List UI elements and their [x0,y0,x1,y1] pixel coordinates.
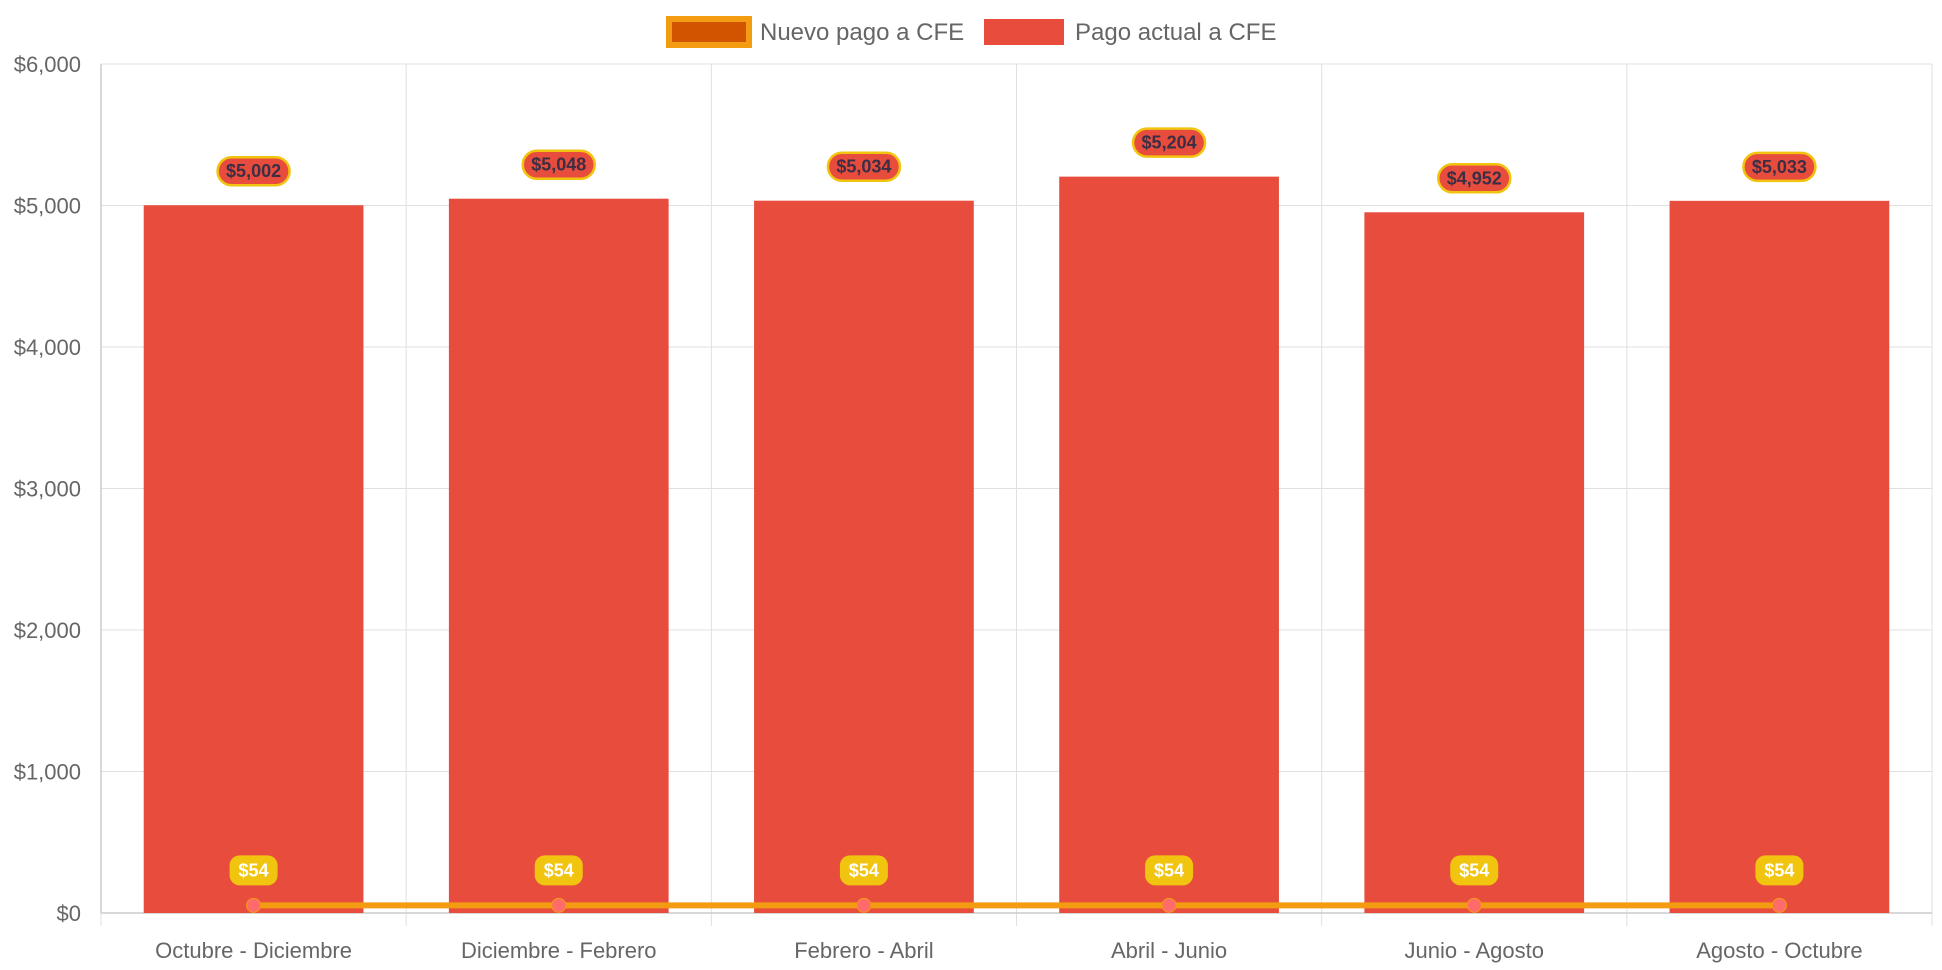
bar-label-badge [1437,163,1512,194]
bar-value-label: $5,048 [531,155,586,175]
bar [1364,212,1585,914]
x-tick-label: Octubre - Diciembre [155,938,352,963]
line-value-label: $54 [1154,860,1184,880]
bar [1669,200,1890,913]
line-value-label: $54 [544,860,574,880]
y-axis: $0 $1,000 $2,000 $3,000 $4,000 $5,000 $6,000 [14,52,81,926]
legend-label-bar: Pago actual a CFE [1075,19,1276,46]
line-point [551,897,567,913]
data-labels: $5,002 $5,048 $5,034 $5,204 $4,952 $5,033 $54 $… [216,127,1817,886]
bar-value-label: $5,002 [226,161,281,181]
y-tick-label: $6,000 [14,52,81,77]
x-axis: Octubre - Diciembre Diciembre - Febrero Fe… [155,938,1862,963]
bar-label-badge [521,149,596,180]
bars [143,176,1890,914]
line-series [246,897,1787,913]
line-label-badge [534,855,583,886]
legend-label-line: Nuevo pago a CFE [760,19,964,46]
bar-label-badge [1742,151,1817,183]
bar-label-badge [216,155,291,187]
y-tick-label: $5,000 [14,194,81,219]
legend-swatch-bar [984,19,1064,45]
legend-item-nuevo-pago[interactable]: Nuevo pago a CFE [666,16,964,48]
y-tick-label: $4,000 [14,335,81,360]
line-point [1161,897,1177,913]
line-label-badge [229,855,278,886]
line-point [1466,897,1482,913]
y-tick-label: $3,000 [14,477,81,502]
legend-swatch-line [666,16,752,48]
bar-value-label: $4,952 [1447,168,1502,188]
bar [448,198,669,913]
line-value-label: $54 [1459,860,1489,880]
x-tick-label: Abril - Junio [1111,938,1227,963]
y-tick-label: $1,000 [14,760,81,785]
y-tick-label: $2,000 [14,618,81,643]
bar-value-label: $5,033 [1752,157,1807,177]
x-tick-label: Agosto - Octubre [1696,938,1862,963]
line-point [856,897,872,913]
line-point [246,897,262,913]
y-tick-label: $0 [57,901,81,926]
bar-value-label: $5,204 [1142,133,1197,153]
bar [754,200,974,914]
bar-label-badge [1131,127,1207,158]
grid [100,63,1933,926]
bar-label-badge [826,151,902,182]
x-tick-label: Junio - Agosto [1405,938,1544,963]
line-label-badge [1145,855,1194,886]
line-value-label: $54 [1764,860,1794,880]
line-value-label: $54 [239,860,269,880]
legend-item-pago-actual[interactable]: Pago actual a CFE [984,19,1276,46]
x-tick-label: Febrero - Abril [794,938,933,963]
legend: Nuevo pago a CFE Pago actual a CFE [666,16,1276,48]
line-label-badge [839,855,888,886]
bar [143,205,364,914]
bar-value-label: $5,034 [836,157,891,177]
line-point [1771,897,1787,913]
bar [1059,176,1279,913]
x-tick-label: Diciembre - Febrero [461,938,657,963]
line-label-badge [1450,855,1499,886]
line-value-label: $54 [849,860,879,880]
line-label-badge [1755,855,1804,886]
